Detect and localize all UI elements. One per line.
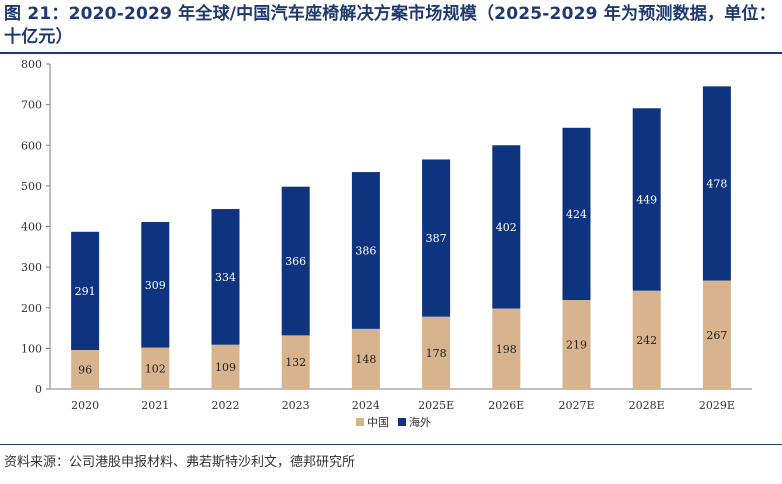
data-label-overseas: 366 xyxy=(285,255,306,268)
x-tick-label: 2022 xyxy=(212,399,240,412)
x-tick-label: 2027E xyxy=(558,399,594,412)
data-label-china: 109 xyxy=(215,361,236,374)
data-labels: 96 291 102 309 109 334 132 366 148 386 178 387 198 40… xyxy=(75,177,728,376)
axes: 0 100 200 300 400 500 600 700 800 2020 2021 2022 202… xyxy=(21,58,752,412)
data-label-overseas: 309 xyxy=(145,279,166,292)
x-tick-label: 2020 xyxy=(71,399,99,412)
y-tick-label: 300 xyxy=(21,261,42,274)
data-label-china: 96 xyxy=(78,364,92,377)
stacked-bar-chart: 0 100 200 300 400 500 600 700 800 2020 2021 2022 202… xyxy=(21,58,752,429)
data-label-overseas: 386 xyxy=(355,244,376,257)
data-label-overseas: 402 xyxy=(496,221,517,234)
bar-overseas xyxy=(562,127,591,301)
data-label-overseas: 424 xyxy=(566,208,587,221)
title-divider xyxy=(0,52,782,54)
x-tick-label: 2026E xyxy=(488,399,524,412)
data-label-china: 219 xyxy=(566,339,587,352)
data-label-china: 267 xyxy=(706,329,727,342)
bar-overseas xyxy=(702,86,731,281)
bar-china xyxy=(632,290,661,389)
bar-china xyxy=(141,347,170,389)
data-label-overseas: 478 xyxy=(706,177,727,190)
bar-china xyxy=(492,308,521,389)
y-tick-label: 200 xyxy=(21,302,42,315)
y-tick-label: 600 xyxy=(21,139,42,152)
bars xyxy=(71,86,731,389)
bar-overseas xyxy=(632,108,661,291)
y-tick-label: 700 xyxy=(21,99,42,112)
bar-overseas xyxy=(141,222,170,348)
y-tick-label: 400 xyxy=(21,221,42,234)
legend-label-china: 中国 xyxy=(367,416,389,429)
y-tick-label: 500 xyxy=(21,180,42,193)
bar-china xyxy=(211,344,240,389)
data-label-overseas: 387 xyxy=(426,232,447,245)
x-tick-label: 2025E xyxy=(418,399,454,412)
legend-swatch-overseas xyxy=(398,418,406,426)
data-label-china: 178 xyxy=(426,347,447,360)
data-label-overseas: 334 xyxy=(215,271,236,284)
chart-title: 图 21：2020-2029 年全球/中国汽车座椅解决方案市场规模（2025-2… xyxy=(4,4,776,47)
bar-china xyxy=(281,335,310,389)
bar-overseas xyxy=(281,186,310,336)
data-label-china: 198 xyxy=(496,343,517,356)
bar-china xyxy=(562,300,591,389)
legend-swatch-china xyxy=(356,418,364,426)
bar-china xyxy=(351,328,380,389)
bar-overseas xyxy=(211,209,240,345)
data-label-china: 148 xyxy=(355,353,376,366)
legend: 中国 海外 xyxy=(356,415,431,429)
bar-china xyxy=(422,316,451,389)
data-label-china: 132 xyxy=(285,356,306,369)
source-note: 资料来源：公司港股申报材料、弗若斯特沙利文，德邦研究所 xyxy=(4,455,356,470)
data-label-overseas: 449 xyxy=(636,193,657,206)
x-tick-label: 2029E xyxy=(699,399,735,412)
bar-overseas xyxy=(492,145,521,309)
bar-overseas xyxy=(422,159,451,317)
bar-china xyxy=(71,350,100,389)
x-tick-label: 2021 xyxy=(141,399,169,412)
x-tick-label: 2024 xyxy=(352,399,380,412)
bar-overseas xyxy=(351,172,380,329)
legend-label-overseas: 海外 xyxy=(409,415,431,429)
data-label-overseas: 291 xyxy=(75,285,96,298)
y-tick-label: 0 xyxy=(35,383,42,396)
x-tick-label: 2028E xyxy=(629,399,665,412)
y-tick-label: 800 xyxy=(21,58,42,71)
bar-china xyxy=(702,280,731,389)
x-tick-label: 2023 xyxy=(282,399,310,412)
y-tick-label: 100 xyxy=(21,342,42,355)
data-label-china: 102 xyxy=(145,362,166,375)
data-label-china: 242 xyxy=(636,334,657,347)
footer-divider xyxy=(0,444,782,445)
bar-overseas xyxy=(71,231,100,350)
